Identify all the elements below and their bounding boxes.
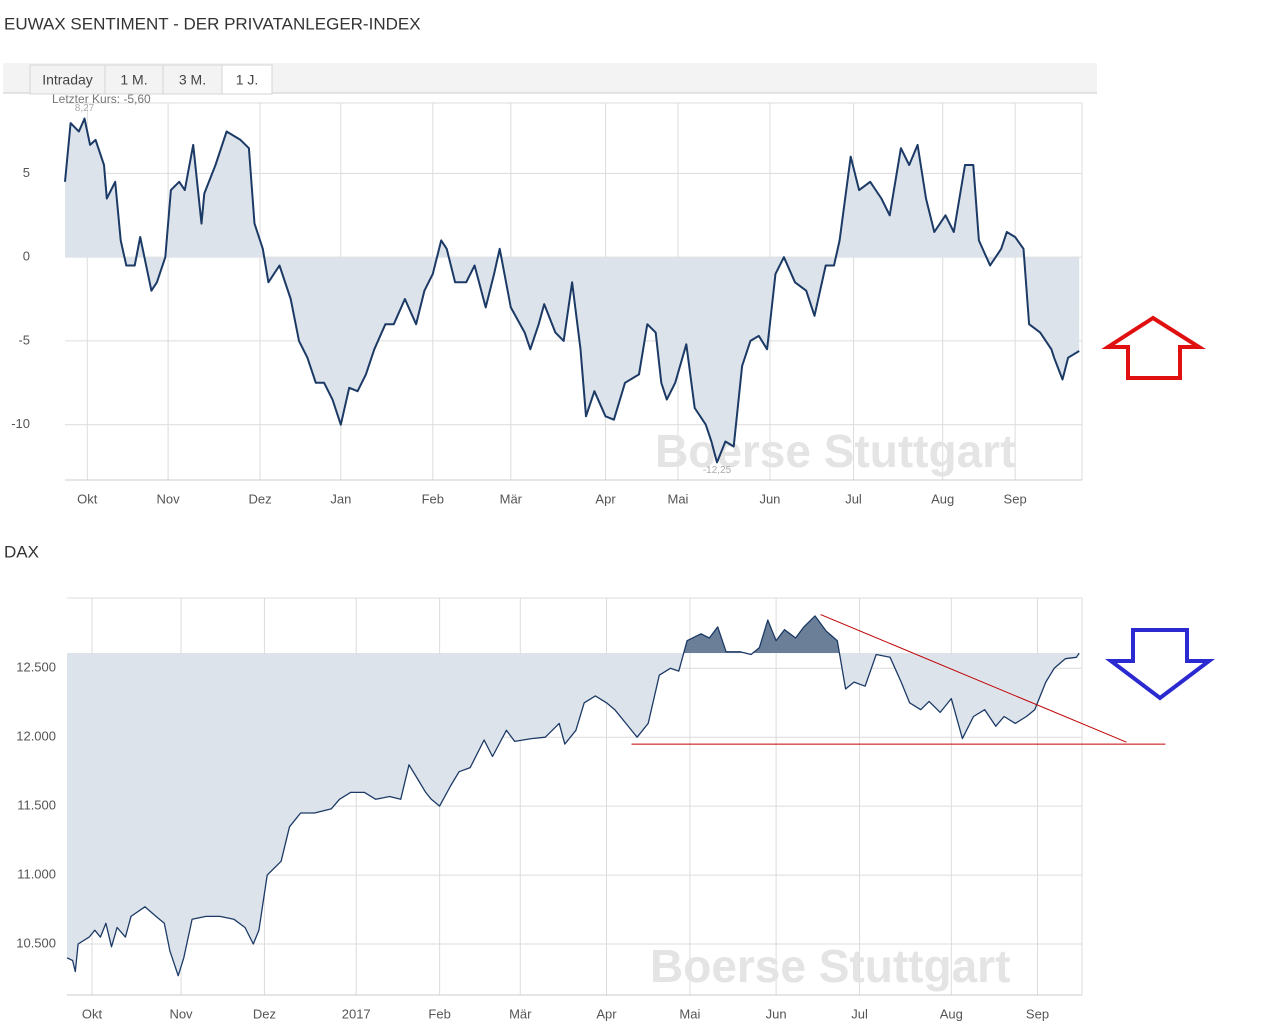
chart-title: EUWAX SENTIMENT - DER PRIVATANLEGER-INDE… [4, 14, 421, 33]
chart-title: DAX [4, 542, 39, 561]
line [66, 615, 1080, 977]
annotation: 8,27 [75, 103, 95, 114]
tab[interactable] [221, 64, 273, 95]
x-tick-label: Sep [1026, 1006, 1049, 1021]
y-tick-label: 5 [23, 165, 30, 180]
tab-label[interactable]: 1 M. [120, 72, 147, 88]
x-tick-label: Feb [428, 1006, 450, 1021]
line [64, 117, 1080, 464]
tab-label[interactable]: 3 M. [179, 72, 206, 88]
y-tick-label: 11.500 [17, 798, 56, 813]
y-tick-label: -10 [11, 416, 30, 431]
x-tick-label: Mai [668, 491, 689, 506]
x-tick-label: Dez [248, 491, 271, 506]
y-tick-label: 10.500 [16, 935, 56, 950]
x-tick-label: Aug [931, 491, 954, 506]
trend-line [820, 614, 1127, 743]
up-arrow [1101, 315, 1206, 380]
x-tick-label: Jun [766, 1006, 787, 1021]
x-tick-label: Feb [422, 491, 444, 506]
annotation: -12,25 [703, 465, 732, 476]
area-above [683, 615, 1080, 654]
x-tick-label: Apr [595, 491, 616, 506]
x-tick-label: Okt [82, 1006, 103, 1021]
tab-label[interactable]: Intraday [42, 72, 93, 88]
x-tick-label: Apr [596, 1006, 617, 1021]
last-price-label: Letzter Kurs: -5,60 [52, 92, 151, 106]
x-tick-label: Mai [679, 1006, 700, 1021]
x-tick-label: Jul [851, 1006, 868, 1021]
x-tick-label: Nov [157, 491, 181, 506]
y-tick-label: 0 [23, 249, 30, 264]
y-tick-label: -5 [18, 332, 30, 347]
x-tick-label: Nov [169, 1006, 193, 1021]
x-tick-label: Jan [330, 491, 351, 506]
y-tick-label: 12.000 [16, 729, 56, 744]
x-tick-label: Sep [1004, 491, 1027, 506]
x-tick-label: Aug [940, 1006, 963, 1021]
area [65, 118, 1080, 463]
x-tick-label: Mär [500, 491, 523, 506]
x-tick-label: Jul [845, 491, 862, 506]
tab[interactable] [162, 64, 223, 95]
tab-label[interactable]: 1 J. [236, 72, 259, 88]
y-tick-label: 11.000 [17, 867, 56, 882]
watermark: Boerse Stuttgart [650, 940, 1010, 992]
x-tick-label: Mär [509, 1006, 532, 1021]
tab[interactable] [29, 64, 106, 95]
down-arrow [1105, 628, 1215, 701]
y-tick-label: 12.500 [16, 660, 56, 675]
tab[interactable] [104, 64, 164, 95]
x-tick-label: Dez [253, 1006, 276, 1021]
area-below [67, 653, 1080, 976]
x-tick-label: 2017 [342, 1006, 371, 1021]
x-tick-label: Jun [759, 491, 780, 506]
x-tick-label: Okt [77, 491, 98, 506]
